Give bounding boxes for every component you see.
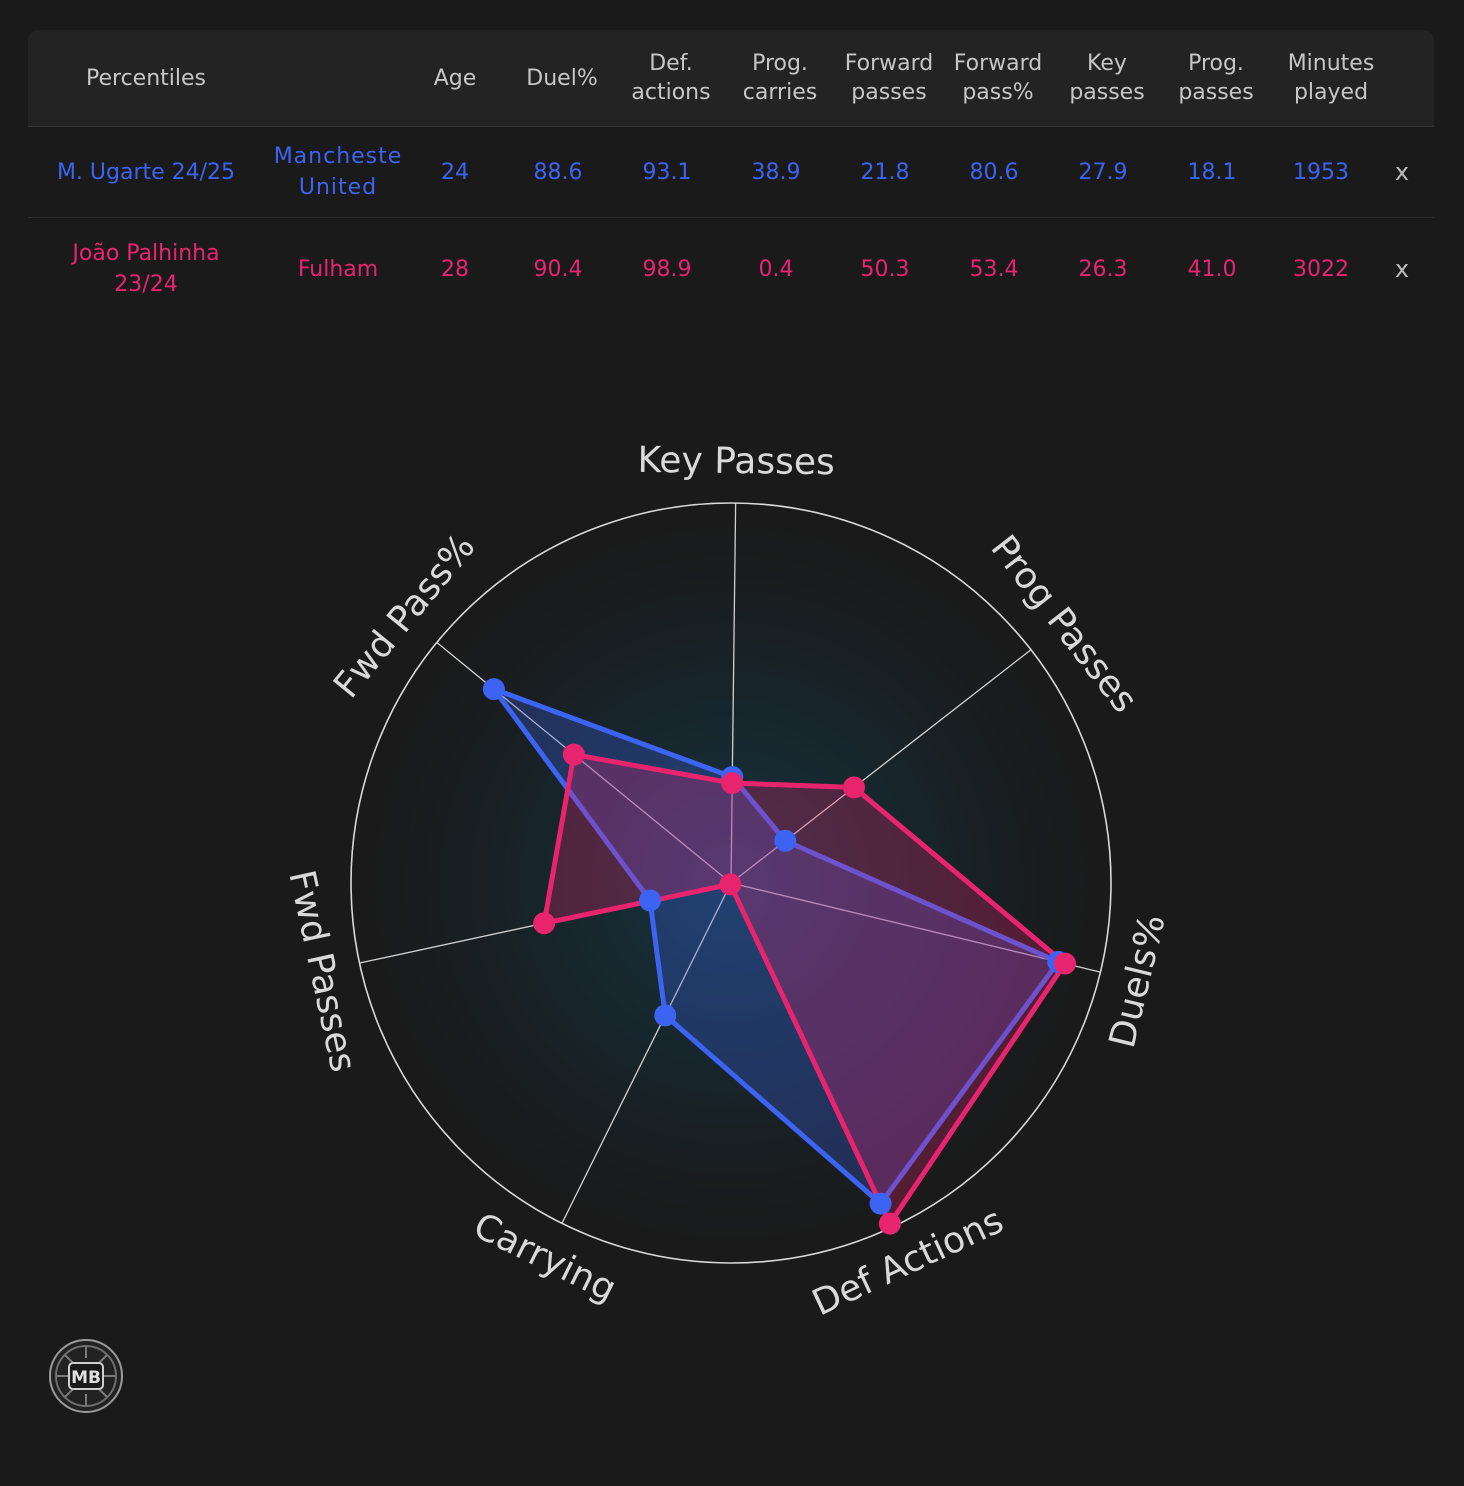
header-forward-passes: Forward passes [844, 51, 934, 105]
prog-carries-value: 0.4 [758, 256, 794, 282]
prog-passes-value: 18.1 [1187, 159, 1237, 185]
radar-axis-label: Key Passes [637, 440, 835, 483]
forward-passes-value: 21.8 [860, 159, 910, 185]
age-value: 24 [441, 159, 469, 185]
table-row: João Palhinha 23/24 Fulham 28 90.4 98.9 … [28, 218, 1434, 320]
header-percentiles: Percentiles [85, 65, 206, 91]
radar-point-2-7 [562, 743, 585, 766]
duel-pct-value: 88.6 [533, 159, 583, 185]
table-header: Percentiles Age Duel% Def. actions Prog.… [28, 30, 1434, 127]
radar-series [491, 686, 1068, 1227]
def-actions-value: 98.9 [642, 256, 692, 282]
key-passes-value: 26.3 [1078, 256, 1128, 282]
key-passes-value: 27.9 [1078, 159, 1128, 185]
team-name: Fulham [297, 256, 379, 282]
remove-player-button[interactable]: x [1394, 254, 1410, 283]
header-age: Age [433, 65, 477, 91]
header-minutes-played: Minutes played [1287, 51, 1375, 105]
radar-spoke [561, 882, 732, 1224]
header-key-passes: Key passes [1069, 51, 1145, 105]
radar-point-2-5 [719, 873, 742, 896]
header-forward-pass-pct: Forward pass% [953, 51, 1043, 105]
radar-chart-area: Key Passes Prog Passes Duels% Def Actions Ca… [0, 330, 1464, 1330]
remove-player-button[interactable]: x [1394, 157, 1410, 186]
radar-point-2-2 [842, 776, 865, 799]
header-prog-passes: Prog. passes [1178, 51, 1254, 105]
prog-carries-value: 38.9 [751, 159, 801, 185]
comparison-table: Percentiles Age Duel% Def. actions Prog.… [28, 30, 1434, 320]
radar-point-1-4 [869, 1192, 892, 1215]
radar-point-2-6 [533, 912, 556, 935]
header-duel-pct: Duel% [526, 65, 598, 91]
radar-outer-ring [350, 502, 1112, 1264]
prog-passes-value: 41.0 [1187, 256, 1237, 282]
radar-series-polygon-2 [541, 752, 1068, 1227]
forward-passes-value: 50.3 [860, 256, 910, 282]
logo-text: MB [71, 1368, 101, 1388]
radar-point-1-7 [482, 678, 505, 701]
forward-pass-pct-value: 80.6 [969, 159, 1019, 185]
radar-point-2-1 [721, 772, 744, 795]
mb-logo-icon: MB [49, 1339, 123, 1413]
radar-points [482, 678, 1076, 1235]
table-row: M. Ugarte 24/25 Mancheste United 24 88.6… [28, 127, 1434, 218]
header-def-actions: Def. actions [631, 51, 711, 105]
radar-axis-label: Duels% [1102, 910, 1174, 1051]
radar-point-2-4 [878, 1212, 901, 1235]
forward-pass-pct-value: 53.4 [969, 256, 1019, 282]
radar-point-1-6 [639, 889, 662, 912]
player-name: João Palhinha 23/24 [72, 241, 220, 297]
duel-pct-value: 90.4 [533, 256, 583, 282]
team-name: Mancheste United [273, 144, 403, 200]
radar-point-2-3 [1053, 952, 1076, 975]
radar-spoke [730, 503, 737, 884]
header-team [278, 30, 398, 126]
age-value: 28 [441, 256, 469, 282]
radar-spoke [730, 882, 1101, 973]
radar-point-1-2 [774, 829, 797, 852]
player-name: M. Ugarte 24/25 [56, 159, 236, 185]
minutes-played-value: 1953 [1293, 159, 1349, 185]
radar-series-polygon-1 [491, 686, 1061, 1207]
header-prog-carries: Prog. carries [742, 51, 818, 105]
radar-point-1-5 [654, 1004, 677, 1027]
def-actions-value: 93.1 [642, 159, 692, 185]
minutes-played-value: 3022 [1293, 256, 1349, 282]
